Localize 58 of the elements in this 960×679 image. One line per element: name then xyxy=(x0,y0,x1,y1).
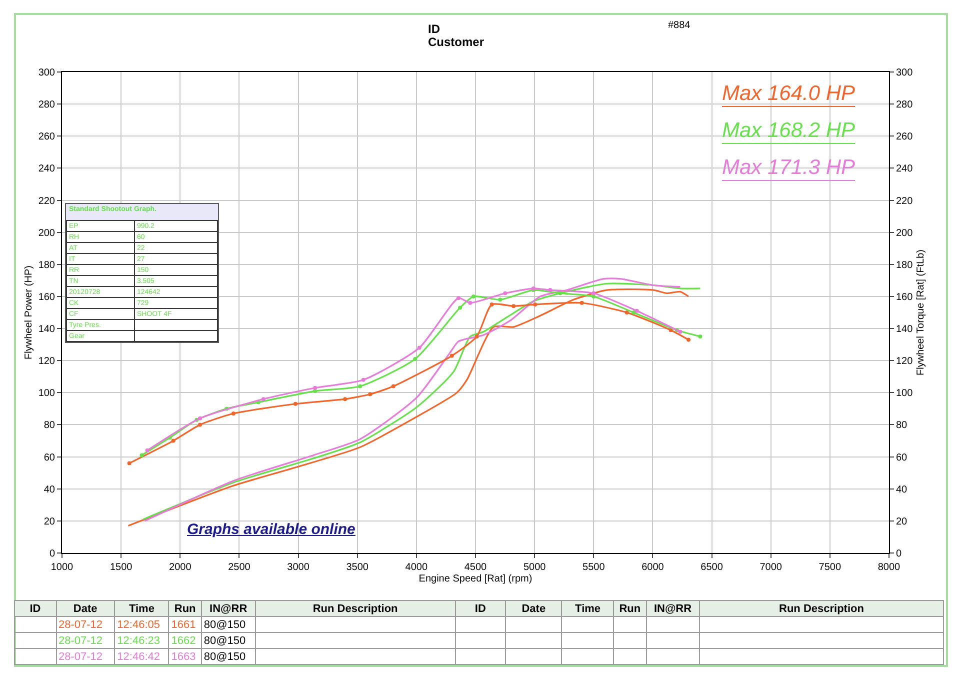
y2-tick-label: 160 xyxy=(896,292,914,303)
y2-tick-label: 60 xyxy=(896,452,908,464)
y-tick-label: 20 xyxy=(44,516,56,528)
y2-tick-label: 20 xyxy=(896,516,908,528)
x-tick-label: 2000 xyxy=(169,562,192,573)
y-tick-label: 0 xyxy=(49,548,56,560)
x-tick-label: 3500 xyxy=(346,562,369,573)
x-tick-label: 5500 xyxy=(582,562,606,573)
y2-tick-label: 0 xyxy=(896,548,902,560)
y2-tick-label: 80 xyxy=(896,420,908,432)
text: ID xyxy=(428,22,440,36)
x-tick-label: 7500 xyxy=(818,562,842,573)
annotation: Max 164.0 HP xyxy=(722,82,856,107)
x-tick-label: 4000 xyxy=(405,562,428,573)
run-table: ID Date Time Run IN@RR Run Description ID Date Time Run IN@RR Run Description 28-07-12 12:46:05 1661 80@150 28-07-12 12:46:23 1662 80@150 28-07-12 12:46:42 1663 80@150 xyxy=(14,600,944,665)
text: #884 xyxy=(668,20,690,31)
x-axis-title: Engine Speed [Rat] (rpm) xyxy=(418,574,532,584)
y-tick-label: 80 xyxy=(44,420,56,432)
y2-tick-label: 100 xyxy=(896,388,914,400)
annotation: Max 171.3 HP xyxy=(722,156,856,181)
y-tick-label: 240 xyxy=(38,164,56,175)
text: Customer xyxy=(428,35,484,49)
y2-tick-label: 300 xyxy=(896,68,914,78)
y2-axis-title: Flywheel Torque [Rat] (FtLb) xyxy=(916,250,927,376)
y2-tick-label: 280 xyxy=(896,100,914,111)
y-tick-label: 40 xyxy=(44,484,56,496)
y2-tick-label: 220 xyxy=(896,196,914,207)
y-tick-label: 120 xyxy=(38,356,56,368)
y-tick-label: 300 xyxy=(38,68,56,78)
y2-tick-label: 240 xyxy=(896,164,914,175)
x-tick-label: 6500 xyxy=(700,562,724,573)
y2-tick-label: 140 xyxy=(896,324,914,336)
y2-tick-label: 260 xyxy=(896,132,914,143)
x-tick-label: 8000 xyxy=(878,562,901,573)
y-axis-title: Flywheel Power (HP) xyxy=(23,266,34,360)
x-tick-label: 2500 xyxy=(228,562,251,573)
x-tick-label: 1000 xyxy=(50,562,74,573)
y2-tick-label: 180 xyxy=(896,260,914,271)
x-tick-label: 7000 xyxy=(760,562,782,573)
y-tick-label: 100 xyxy=(38,388,56,400)
y2-tick-label: 200 xyxy=(896,228,914,239)
x-tick-label: 3000 xyxy=(287,562,310,573)
y-tick-label: 140 xyxy=(38,324,56,336)
y2-tick-label: 120 xyxy=(896,356,914,368)
x-tick-label: 6000 xyxy=(642,562,664,573)
y-tick-label: 180 xyxy=(38,260,56,271)
y-tick-label: 260 xyxy=(38,132,56,143)
x-tick-label: 5000 xyxy=(523,562,546,573)
y-tick-label: 280 xyxy=(38,100,56,111)
y-tick-label: 160 xyxy=(38,292,56,303)
y2-tick-label: 40 xyxy=(896,484,908,496)
y-tick-label: 200 xyxy=(38,228,56,239)
y-tick-label: 60 xyxy=(44,452,56,464)
x-tick-label: 4500 xyxy=(464,562,488,573)
annotation: Max 168.2 HP xyxy=(722,119,856,144)
annotation: Graphs available online xyxy=(187,521,356,538)
x-tick-label: 1500 xyxy=(110,562,133,573)
y-tick-label: 220 xyxy=(38,196,56,207)
